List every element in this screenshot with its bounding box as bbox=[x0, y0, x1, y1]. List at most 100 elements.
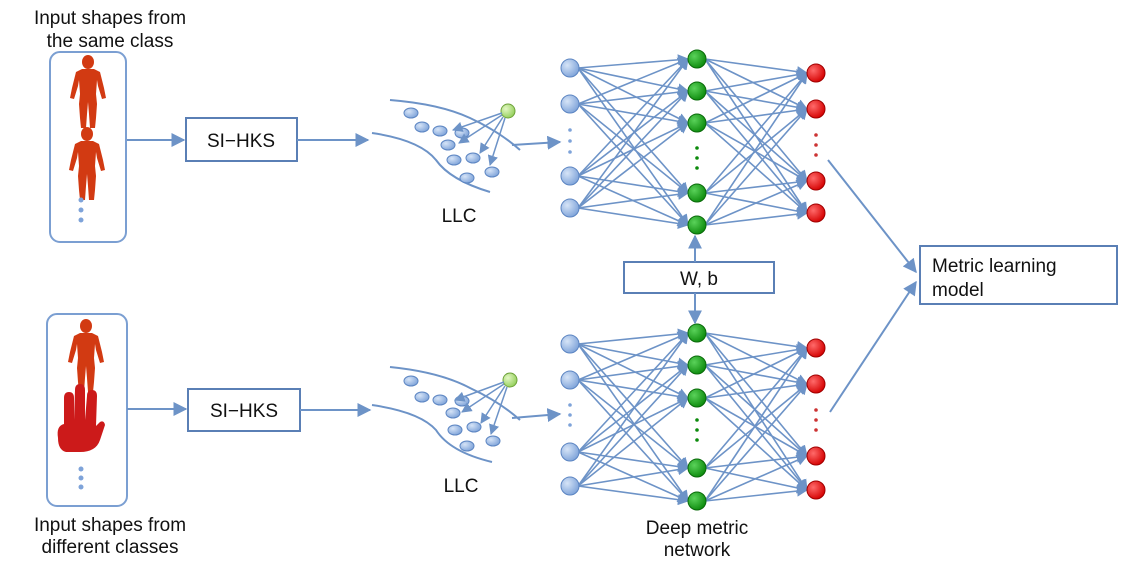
output-node bbox=[806, 63, 826, 83]
llc-label-bottom: LLC bbox=[444, 476, 479, 497]
hidden-node bbox=[687, 215, 707, 235]
network-edge bbox=[577, 364, 689, 487]
more-shapes-ellipsis-icon bbox=[78, 466, 84, 490]
hidden-node bbox=[687, 388, 707, 408]
network-edge bbox=[577, 188, 690, 209]
network-edge bbox=[577, 86, 690, 105]
shared-weights-box bbox=[623, 261, 775, 294]
network-edge bbox=[577, 379, 689, 502]
network-edge bbox=[704, 58, 808, 182]
input-node bbox=[560, 334, 580, 354]
output-node bbox=[806, 171, 826, 191]
hidden-node bbox=[687, 491, 707, 511]
network-edge bbox=[704, 347, 809, 399]
hidden-node bbox=[687, 183, 707, 203]
hidden-node bbox=[687, 323, 707, 343]
network-edge bbox=[577, 67, 690, 95]
hidden-node bbox=[687, 81, 707, 101]
input-node bbox=[560, 370, 580, 390]
llc-illustration-top bbox=[371, 99, 521, 193]
more-shapes-ellipsis-icon bbox=[78, 197, 84, 223]
network-edge bbox=[577, 67, 690, 124]
network-label-line2: network bbox=[664, 540, 731, 561]
more-nodes-ellipsis-icon bbox=[568, 128, 572, 154]
network-edge bbox=[577, 122, 689, 209]
network-edge bbox=[577, 343, 690, 399]
network-edge bbox=[577, 360, 690, 381]
network-edge bbox=[704, 347, 808, 469]
network-edge bbox=[704, 451, 809, 469]
input-node bbox=[560, 198, 580, 218]
hidden-node bbox=[687, 113, 707, 133]
network-edge bbox=[577, 58, 689, 209]
network-label-line1: Deep metric bbox=[646, 518, 748, 539]
network-nodes-bottom bbox=[560, 323, 826, 511]
network-edge bbox=[704, 72, 808, 226]
network-edge bbox=[577, 67, 689, 226]
network-edge bbox=[704, 454, 809, 502]
network-edge bbox=[704, 108, 808, 226]
si-hks-box-top bbox=[185, 117, 298, 162]
network-edge bbox=[577, 464, 690, 487]
network-edge bbox=[704, 332, 808, 457]
network-edge bbox=[577, 103, 690, 127]
input-node bbox=[560, 476, 580, 496]
llc-label-top: LLC bbox=[442, 206, 477, 227]
si-hks-label-top: SI−HKS bbox=[207, 131, 275, 152]
network-edge bbox=[577, 58, 689, 177]
input-node bbox=[560, 58, 580, 78]
metric-learning-model-box bbox=[919, 245, 1118, 305]
network-edge bbox=[577, 379, 690, 402]
si-hks-label-bottom: SI−HKS bbox=[210, 401, 278, 422]
output-node bbox=[806, 374, 826, 394]
more-nodes-ellipsis-icon bbox=[568, 403, 572, 427]
output-node bbox=[806, 338, 826, 358]
bottom-group-title-line1: Input shapes from bbox=[34, 515, 186, 536]
input-node bbox=[560, 442, 580, 462]
network-edge bbox=[577, 328, 690, 345]
output-node bbox=[806, 480, 826, 500]
network-edge bbox=[577, 451, 690, 473]
input-node bbox=[560, 166, 580, 186]
network-edge bbox=[577, 343, 689, 502]
network-edge bbox=[577, 90, 689, 209]
network-edge bbox=[577, 332, 689, 487]
network-edge bbox=[704, 108, 808, 194]
hidden-node bbox=[687, 458, 707, 478]
network-edge bbox=[704, 72, 808, 194]
network-edge bbox=[704, 179, 809, 226]
network-edge bbox=[704, 344, 809, 366]
network-nodes-top bbox=[560, 49, 826, 235]
output-node bbox=[806, 99, 826, 119]
network-edge bbox=[704, 90, 808, 182]
network-edge bbox=[704, 72, 809, 124]
metric-learning-model-label-line2: model bbox=[932, 280, 984, 301]
network-edge bbox=[577, 67, 689, 194]
network-edge bbox=[704, 364, 809, 388]
network-edge bbox=[704, 379, 809, 399]
network-edge bbox=[577, 343, 690, 369]
network-edge bbox=[704, 69, 809, 92]
si-hks-box-bottom bbox=[187, 388, 301, 432]
network-edge bbox=[704, 383, 808, 502]
network-edge bbox=[704, 383, 808, 469]
network-edge bbox=[577, 332, 689, 453]
network-edge bbox=[704, 58, 809, 110]
network-edge bbox=[577, 343, 689, 469]
network-edge bbox=[577, 207, 690, 229]
top-group-title-line2: the same class bbox=[47, 31, 174, 52]
network-edge bbox=[704, 58, 809, 78]
network-edge bbox=[704, 485, 809, 502]
shared-weights-label: W, b bbox=[680, 269, 718, 290]
network-edge bbox=[577, 331, 690, 381]
network-edge bbox=[577, 379, 689, 469]
network-edge bbox=[704, 364, 808, 457]
network-edge bbox=[577, 57, 690, 105]
network-edge bbox=[577, 485, 690, 506]
network-edge bbox=[704, 208, 809, 226]
network-edge bbox=[704, 332, 809, 385]
hidden-node bbox=[687, 49, 707, 69]
network-edge bbox=[577, 397, 689, 487]
hidden-node bbox=[687, 355, 707, 375]
